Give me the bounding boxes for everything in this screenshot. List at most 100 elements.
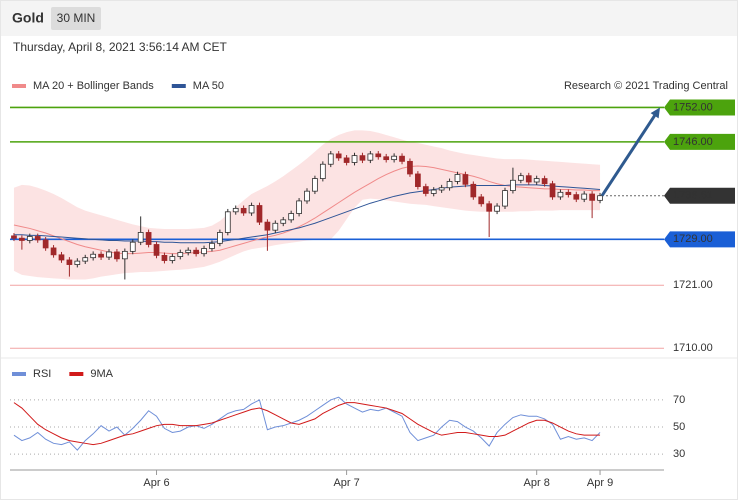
candle-body — [280, 219, 287, 224]
candle-body — [129, 241, 136, 252]
candle-body — [82, 257, 89, 262]
x-tick-label: Apr 7 — [333, 477, 359, 489]
level-badge — [664, 133, 735, 150]
symbol: Gold — [12, 10, 44, 26]
header-bar — [1, 1, 737, 36]
candle-body — [232, 207, 239, 213]
candle-body — [597, 195, 603, 201]
projection-arrowhead — [650, 107, 660, 119]
candle-body — [161, 254, 168, 261]
candle-body — [525, 175, 532, 183]
candle-body — [573, 194, 580, 200]
candle-body — [209, 242, 215, 249]
candle-body — [533, 178, 540, 183]
candle-body — [438, 187, 445, 191]
candle-body — [224, 211, 231, 233]
candle-body — [304, 190, 310, 202]
candle-body — [114, 251, 120, 260]
x-tick-label: Apr 9 — [587, 477, 613, 489]
candle-body — [121, 250, 128, 260]
candle-body — [185, 249, 192, 253]
ma-line — [13, 184, 601, 244]
y-tick-label: 50 — [673, 421, 685, 433]
candle-body — [98, 253, 104, 258]
candle-body — [510, 179, 516, 191]
projection-arrow — [600, 111, 658, 197]
candle-body — [375, 153, 382, 158]
candle-body — [248, 205, 255, 214]
candle-body — [502, 190, 508, 207]
candle-body — [106, 251, 112, 258]
interval-button[interactable] — [51, 7, 101, 30]
candle-body — [367, 153, 374, 161]
candle-body — [42, 239, 49, 249]
candle-body — [581, 193, 588, 200]
candle-body — [407, 160, 413, 175]
level-badge — [664, 99, 735, 116]
candle-body — [391, 155, 397, 161]
candle-body — [145, 232, 152, 245]
candle-body — [383, 156, 390, 161]
candle-body — [19, 237, 25, 241]
candle-body — [549, 183, 556, 198]
indicator-line — [13, 396, 601, 451]
interval[interactable]: 30 MIN — [57, 11, 96, 25]
candle-body — [589, 193, 595, 201]
copyright: Research © 2021 Trading Central — [564, 80, 728, 92]
legend-label: MA 20 + Bollinger Bands — [33, 80, 154, 92]
level-label: 1721.00 — [673, 279, 713, 291]
candle-body — [446, 181, 453, 189]
candle-body — [217, 232, 223, 244]
candle-body — [11, 235, 17, 239]
candle-body — [90, 253, 97, 259]
candle-body — [486, 203, 493, 212]
candle-body — [430, 189, 437, 194]
candle-body — [201, 248, 207, 255]
candle-body — [74, 260, 81, 265]
indicator-line — [13, 402, 601, 446]
candle-body — [541, 178, 548, 185]
candle-body — [343, 157, 350, 163]
candle-body — [288, 213, 295, 221]
legend-swatch — [69, 372, 84, 376]
candle-body — [454, 174, 461, 182]
candle-body — [415, 173, 421, 187]
candle-body — [50, 247, 57, 256]
candle-body — [264, 221, 271, 231]
candle-body — [312, 178, 318, 192]
candle-body — [359, 155, 366, 161]
level-badge — [664, 231, 735, 248]
candle-body — [58, 254, 65, 261]
candle-body — [399, 155, 405, 162]
candle-body — [169, 256, 176, 261]
x-tick-label: Apr 8 — [524, 477, 550, 489]
legend-swatch — [171, 84, 186, 88]
candle-body — [272, 222, 279, 231]
candle-body — [517, 175, 524, 181]
candle-body — [296, 200, 302, 214]
level-label: 1752.00 — [673, 101, 713, 113]
candle-body — [137, 232, 144, 243]
candle-body — [319, 163, 326, 179]
level-label: 1710.00 — [673, 342, 713, 354]
candle-body — [335, 153, 342, 159]
candle-body — [193, 249, 199, 255]
candle-body — [557, 191, 564, 198]
candle-body — [26, 236, 33, 241]
legend-label: 9MA — [90, 368, 113, 380]
candle-body — [422, 186, 429, 194]
legend-swatch — [12, 84, 26, 88]
candle-body — [256, 205, 263, 223]
x-tick-label: Apr 6 — [143, 477, 169, 489]
candle-body — [66, 259, 73, 265]
legend-label: RSI — [33, 368, 51, 380]
candle-body — [494, 205, 500, 212]
y-tick-label: 30 — [673, 448, 685, 460]
legend-label: MA 50 — [193, 80, 224, 92]
legend-swatch — [12, 372, 26, 376]
level-label: 1736.61 — [673, 190, 713, 202]
candle-body — [351, 155, 358, 163]
level-badge — [664, 187, 735, 204]
